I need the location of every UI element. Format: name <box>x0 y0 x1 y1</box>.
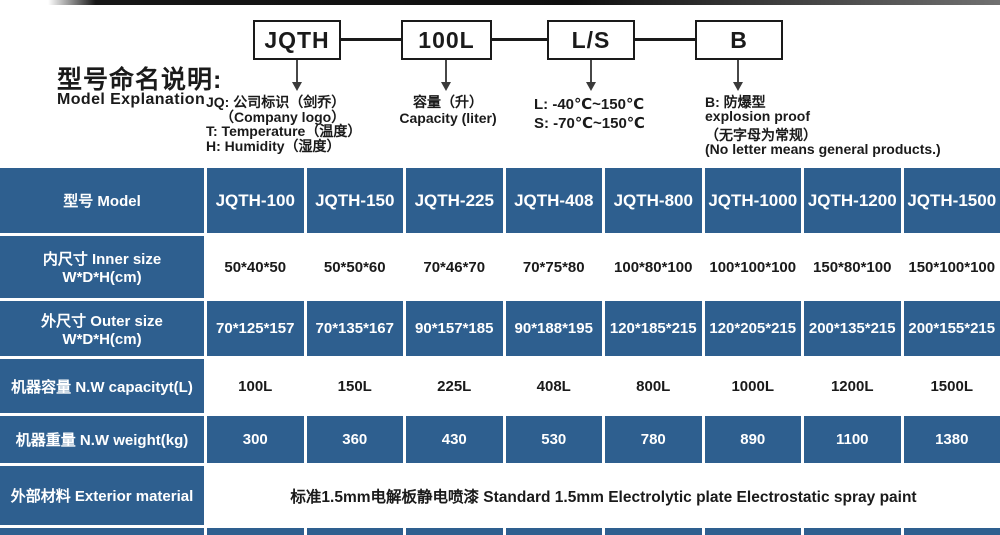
capacity-notes: 容量（升） Capacity (liter) <box>378 94 518 126</box>
partial-row-cell <box>306 528 403 535</box>
note-line: H: Humidity（湿度） <box>206 137 341 154</box>
partial-row-cell <box>804 528 901 535</box>
table-cell-value: 90*157*185 <box>406 301 503 356</box>
table-cell-value: 1000L <box>704 359 801 413</box>
table-header-model: JQTH-1200 <box>804 168 901 233</box>
connector-line <box>341 38 401 41</box>
arrow-down-icon <box>296 60 298 83</box>
note-line: 容量（升） <box>413 94 483 110</box>
note-line: （Company logo） <box>220 108 346 125</box>
table-cell-value: 430 <box>406 416 503 463</box>
temp-range-notes: L: -40℃~150℃ S: -70℃~150℃ <box>534 96 645 133</box>
partial-row-cell <box>505 528 602 535</box>
connector-line <box>492 38 547 41</box>
table-cell-value: 150L <box>306 359 403 413</box>
table-row-label: 外尺寸 Outer size W*D*H(cm) <box>0 301 204 356</box>
explosion-proof-notes: B: 防爆型 explosion proof （无字母为常规） (No lett… <box>705 95 941 156</box>
table-cell-value: 70*46*70 <box>406 236 503 298</box>
table-cell-value: 890 <box>704 416 801 463</box>
flow-box-jqth: JQTH <box>253 20 341 60</box>
table-header-label: 型号 Model <box>0 168 204 233</box>
page-title-en: Model Explanation <box>57 91 206 108</box>
note-line: explosion proof <box>705 108 810 124</box>
table-row-label: 机器重量 N.W weight(kg) <box>0 416 204 463</box>
top-shadow-bar <box>48 0 1000 5</box>
partial-row-cell <box>704 528 801 535</box>
table-cell-value: 408L <box>505 359 602 413</box>
note-line: B: 防爆型 <box>705 94 766 110</box>
note-line: Capacity (liter) <box>399 109 497 126</box>
table-cell-value: 1200L <box>804 359 901 413</box>
table-cell-value: 360 <box>306 416 403 463</box>
note-line: L: -40℃~150℃ <box>534 96 645 113</box>
table-cell-value: 225L <box>406 359 503 413</box>
jqth-notes: JQ: 公司标识（剑乔） （Company logo） T: Temperatu… <box>206 95 361 153</box>
table-cell-value: 200*155*215 <box>903 301 1000 356</box>
table-cell-value: 200*135*215 <box>804 301 901 356</box>
table-merged-value: 标准1.5mm电解板静电喷漆 Standard 1.5mm Electrolyt… <box>207 466 1000 525</box>
arrow-down-icon <box>737 60 739 83</box>
partial-row-cell <box>0 528 204 535</box>
table-cell-value: 300 <box>207 416 304 463</box>
table-cell-value: 530 <box>505 416 602 463</box>
note-line: (No letter means general products.) <box>705 141 941 157</box>
table-cell-value: 150*100*100 <box>903 236 1000 298</box>
table-row-label: 机器容量 N.W capacityt(L) <box>0 359 204 413</box>
partial-row-cell <box>903 528 1000 535</box>
table-header-model: JQTH-800 <box>605 168 702 233</box>
partial-row-cell <box>207 528 304 535</box>
table-cell-value: 70*135*167 <box>306 301 403 356</box>
connector-line <box>635 38 695 41</box>
table-header-model: JQTH-150 <box>306 168 403 233</box>
arrow-down-icon <box>292 82 302 91</box>
table-row-label: 外部材料 Exterior material <box>0 466 204 525</box>
arrow-down-icon <box>445 60 447 83</box>
flow-box-temp-range: L/S <box>547 20 635 60</box>
table-cell-value: 100*100*100 <box>704 236 801 298</box>
table-cell-value: 90*188*195 <box>505 301 602 356</box>
arrow-down-icon <box>733 82 743 91</box>
note-line: JQ: 公司标识（剑乔） <box>206 94 346 110</box>
table-cell-value: 1380 <box>903 416 1000 463</box>
page-title-cn: 型号命名说明: <box>57 66 223 94</box>
table-cell-value: 50*40*50 <box>207 236 304 298</box>
arrow-down-icon <box>590 60 592 83</box>
table-cell-value: 70*125*157 <box>207 301 304 356</box>
table-cell-value: 120*185*215 <box>605 301 702 356</box>
spec-table: 型号 Model JQTH-100 JQTH-150 JQTH-225 JQTH-408… <box>0 168 1000 535</box>
table-cell-value: 1100 <box>804 416 901 463</box>
partial-row-cell <box>605 528 702 535</box>
table-cell-value: 50*50*60 <box>306 236 403 298</box>
partial-row-cell <box>406 528 503 535</box>
arrow-down-icon <box>586 82 596 91</box>
table-row-label: 内尺寸 Inner size W*D*H(cm) <box>0 236 204 298</box>
table-header-model: JQTH-225 <box>406 168 503 233</box>
flow-box-capacity: 100L <box>401 20 492 60</box>
table-header-model: JQTH-1500 <box>903 168 1000 233</box>
table-cell-value: 150*80*100 <box>804 236 901 298</box>
table-cell-value: 120*205*215 <box>704 301 801 356</box>
table-header-model: JQTH-1000 <box>704 168 801 233</box>
table-header-model: JQTH-100 <box>207 168 304 233</box>
table-cell-value: 780 <box>605 416 702 463</box>
flow-box-explosion: B <box>695 20 783 60</box>
note-line: T: Temperature（温度） <box>206 123 362 139</box>
note-line: （无字母为常规） <box>705 127 817 143</box>
note-line: S: -70℃~150℃ <box>534 114 645 132</box>
table-cell-value: 800L <box>605 359 702 413</box>
table-cell-value: 100L <box>207 359 304 413</box>
table-cell-value: 1500L <box>903 359 1000 413</box>
table-cell-value: 70*75*80 <box>505 236 602 298</box>
table-cell-value: 100*80*100 <box>605 236 702 298</box>
table-header-model: JQTH-408 <box>505 168 602 233</box>
arrow-down-icon <box>441 82 451 91</box>
